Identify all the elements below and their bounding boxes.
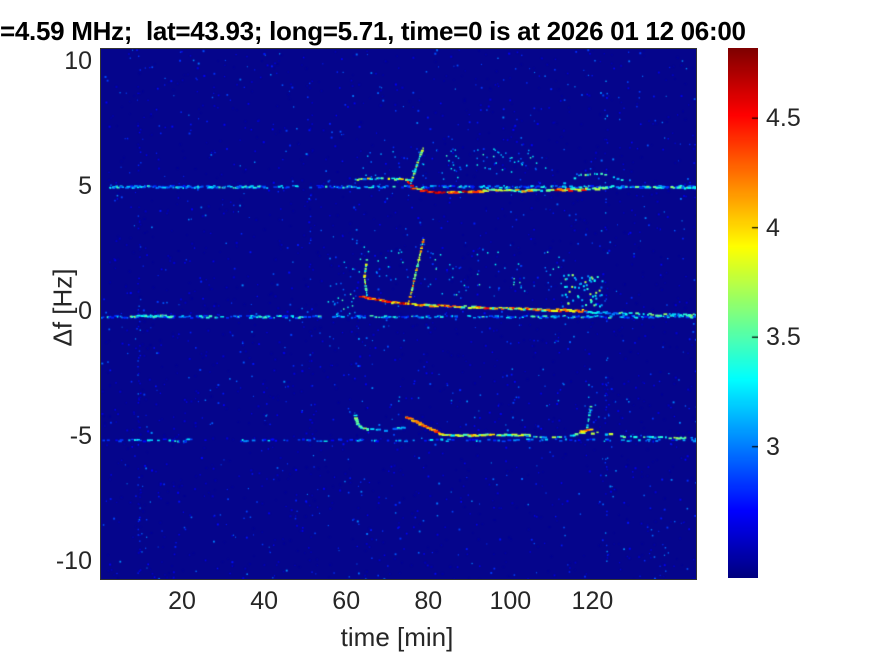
colorbar-tick-label: 4.5	[766, 104, 801, 133]
colorbar	[728, 48, 758, 578]
x-tick-label: 120	[571, 587, 614, 615]
colorbar-tick-label: 4	[766, 213, 780, 242]
y-tick-label: 5	[78, 171, 92, 200]
x-tick-label: 20	[168, 587, 196, 615]
chart-title: =4.59 MHz; lat=43.93; long=5.71, time=0 …	[0, 16, 746, 46]
y-tick-label: 10	[64, 46, 92, 75]
colorbar-tick-label: 3.5	[766, 323, 801, 352]
x-tick-label: 80	[414, 587, 443, 615]
x-tick-label: 40	[250, 587, 279, 615]
y-tick-label: -10	[55, 546, 92, 575]
x-tick-label: 60	[332, 587, 361, 615]
x-axis-label: time [min]	[340, 622, 454, 652]
x-tick-label: 100	[489, 587, 532, 615]
y-tick-label: 0	[78, 296, 92, 325]
spectrogram-canvas	[101, 49, 696, 579]
plot-area	[100, 48, 697, 580]
y-tick-label: -5	[69, 421, 92, 450]
colorbar-tick-label: 3	[766, 432, 780, 461]
